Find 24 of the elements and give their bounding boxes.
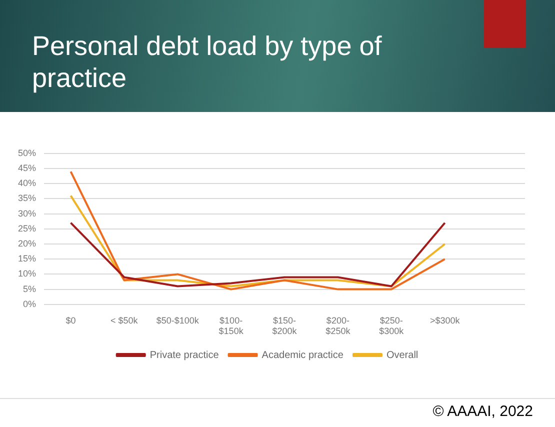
legend-label: Private practice [150, 350, 220, 361]
x-tick-label: $100- $150k [218, 315, 244, 336]
y-tick-label: 10% [18, 268, 36, 279]
chart-title: Personal debt load by type of practice [32, 30, 383, 94]
legend-label: Overall [386, 350, 418, 361]
x-tick-label: $200- $250k [326, 315, 351, 336]
y-tick-label: 25% [18, 223, 36, 234]
y-tick-label: 15% [18, 254, 36, 264]
x-tick-label: $0 [66, 315, 76, 326]
legend-label: Academic practice [262, 350, 344, 361]
x-tick-label: $50-$100k [156, 315, 200, 326]
text: © AAAAI, 2022 [432, 403, 533, 420]
y-tick-label: 35% [18, 193, 36, 204]
y-tick-label: 0% [23, 298, 36, 309]
y-tick-label: 45% [18, 162, 36, 173]
y-tick-label: 20% [18, 238, 36, 248]
x-tick-label: < $50k [110, 315, 138, 326]
y-tick-label: 5% [23, 284, 36, 294]
y-tick-label: 50% [18, 148, 36, 158]
x-tick-label: $150- $200k [272, 315, 298, 336]
x-tick-label: >$300k [430, 315, 460, 326]
x-tick-label: $250- $300k [379, 315, 404, 336]
y-tick-label: 30% [18, 208, 36, 218]
y-tick-label: 40% [18, 178, 36, 188]
